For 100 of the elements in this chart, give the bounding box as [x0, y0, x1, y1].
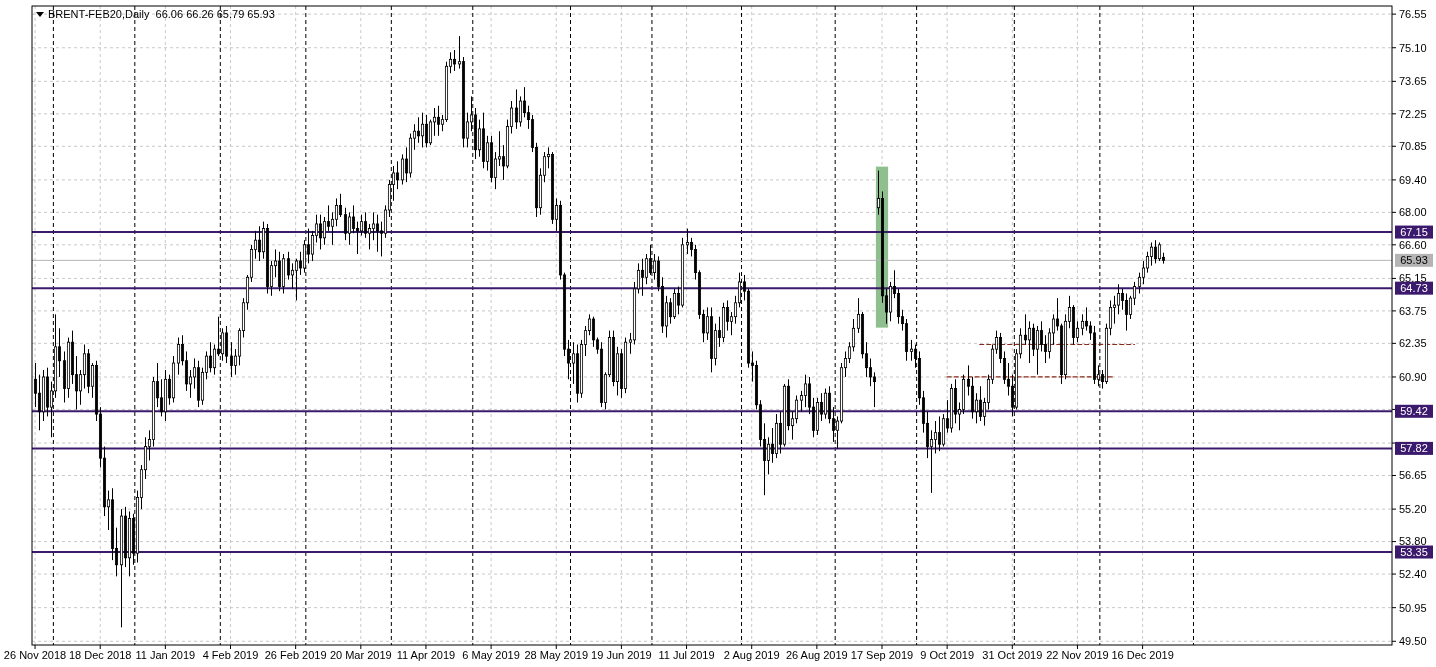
ref-line-label: 53.35 — [1400, 545, 1428, 558]
candlestick — [371, 211, 376, 241]
candlestick — [518, 95, 523, 128]
y-tick-label: 62.35 — [1399, 337, 1427, 350]
candlestick — [770, 427, 775, 464]
candlestick — [1023, 313, 1028, 346]
y-tick-label: 70.85 — [1399, 140, 1427, 153]
candlestick — [803, 374, 808, 408]
candlestick — [1084, 306, 1089, 332]
candlestick — [1039, 320, 1044, 352]
candlestick — [359, 214, 364, 237]
x-tick-label: 19 Jun 2019 — [591, 649, 652, 661]
y-tick-label: 68.00 — [1399, 206, 1427, 219]
candlestick — [343, 207, 348, 241]
y-tick-label: 69.40 — [1399, 173, 1427, 186]
x-tick-label: 9 Oct 2019 — [920, 649, 975, 661]
x-tick-label: 26 Aug 2019 — [785, 649, 848, 661]
candlestick — [363, 211, 368, 239]
x-tick-label: 16 Dec 2019 — [1111, 649, 1174, 661]
ref-line-label: 67.15 — [1400, 225, 1428, 238]
candlestick — [1153, 239, 1158, 264]
candlestick — [668, 297, 673, 325]
candlestick — [351, 204, 356, 234]
candlestick — [909, 339, 914, 362]
chart-title: BRENT-FEB20,Daily 66.06 66.26 65.79 65.93 — [48, 8, 275, 20]
y-tick-label: 60.90 — [1399, 370, 1427, 383]
candlestick — [591, 316, 596, 348]
candlestick — [212, 344, 217, 376]
candlestick — [416, 116, 421, 144]
candlestick — [224, 325, 229, 364]
candlestick — [1035, 325, 1040, 376]
y-tick-label: 49.50 — [1399, 635, 1427, 648]
candlestick — [428, 119, 433, 146]
candlestick — [685, 228, 690, 255]
y-tick-label: 53.80 — [1399, 535, 1427, 548]
candlestick — [375, 214, 380, 253]
x-tick-label: 11 Jan 2019 — [135, 649, 196, 661]
x-tick-label: 6 May 2019 — [462, 649, 520, 661]
x-tick-label: 4 Feb 2019 — [202, 649, 259, 661]
x-tick-label: 26 Nov 2018 — [3, 649, 67, 661]
candlestick — [1149, 241, 1154, 267]
candlestick — [420, 112, 425, 148]
candlestick — [334, 197, 339, 227]
ref-line-label: 64.73 — [1400, 282, 1428, 295]
candlestick — [640, 258, 645, 297]
candlestick — [338, 193, 343, 218]
candlestick — [1120, 288, 1125, 311]
x-tick-label: 2 Aug 2019 — [723, 649, 780, 661]
candlestick — [1141, 260, 1146, 285]
ref-line-label: 59.42 — [1400, 405, 1428, 418]
x-tick-label: 22 Nov 2019 — [1046, 649, 1109, 661]
y-tick-label: 56.65 — [1399, 469, 1427, 482]
candlestick — [322, 216, 327, 246]
candlestick — [176, 337, 181, 376]
candlestick — [896, 288, 901, 325]
x-tick-label: 26 Feb 2019 — [264, 649, 327, 661]
candlestick — [286, 251, 291, 281]
candlestick — [208, 341, 213, 373]
candlestick — [933, 420, 938, 454]
ref-line-label: 57.82 — [1400, 442, 1428, 455]
candlestick — [1112, 295, 1117, 325]
candlestick — [823, 388, 828, 420]
candlestick — [229, 341, 234, 378]
candlestick — [318, 214, 323, 250]
candlestick — [290, 262, 295, 290]
candlestick — [400, 153, 405, 186]
candlestick — [424, 114, 429, 148]
candlestick — [1031, 323, 1036, 357]
candlestick — [452, 49, 457, 72]
candlestick — [872, 371, 877, 408]
candlestick — [644, 253, 649, 285]
y-tick-label: 55.20 — [1399, 502, 1427, 515]
candlestick — [1027, 320, 1032, 364]
candlestick — [367, 223, 372, 250]
candlestick — [1124, 293, 1129, 332]
x-tick-label: 28 May 2019 — [524, 649, 589, 661]
candlestick — [1157, 241, 1162, 262]
candlestick — [294, 258, 299, 301]
candlestick — [347, 211, 352, 246]
y-tick-label: 66.60 — [1399, 238, 1427, 251]
candlestick — [159, 378, 164, 417]
y-tick-label: 50.95 — [1399, 601, 1427, 614]
y-tick-label: 76.55 — [1399, 7, 1427, 20]
x-tick-label: 18 Dec 2018 — [69, 649, 132, 661]
x-tick-label: 17 Sep 2019 — [850, 649, 914, 661]
y-tick-label: 63.75 — [1399, 304, 1427, 317]
candlestick — [868, 357, 873, 387]
candlestick — [514, 88, 519, 130]
y-tick-label: 52.40 — [1399, 567, 1427, 580]
y-tick-label: 65.15 — [1399, 272, 1427, 285]
y-tick-label: 72.25 — [1399, 107, 1427, 120]
candlestick — [1116, 283, 1121, 315]
x-tick-label: 11 Jul 2019 — [658, 649, 715, 661]
candlestick — [978, 385, 983, 422]
candlestick — [82, 344, 87, 390]
x-tick-label: 11 Apr 2019 — [396, 649, 456, 661]
y-tick-label: 73.65 — [1399, 75, 1427, 88]
x-tick-label: 31 Oct 2019 — [982, 649, 1043, 661]
y-tick-label: 75.10 — [1399, 41, 1427, 54]
candlestick — [794, 395, 799, 424]
